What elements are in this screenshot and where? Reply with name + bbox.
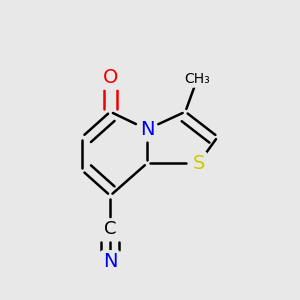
Text: S: S [192,154,205,173]
Text: N: N [103,252,118,272]
Text: CH₃: CH₃ [184,72,210,86]
Text: O: O [103,68,118,87]
Text: C: C [104,220,116,238]
Text: N: N [140,120,154,139]
